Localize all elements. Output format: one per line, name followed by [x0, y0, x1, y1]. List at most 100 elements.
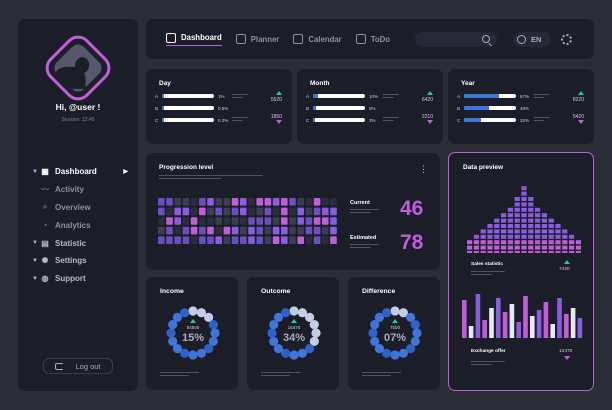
tab-label: Dashboard [181, 33, 222, 42]
eq-cell [514, 234, 520, 239]
eq-cell [521, 240, 527, 245]
settings-gear-icon[interactable] [561, 34, 572, 45]
grid-cell [231, 207, 239, 216]
eq-cell [521, 218, 527, 223]
sidebar-item-support[interactable]: ▼ ◍ Support [32, 270, 132, 288]
tab-planner[interactable]: Planner [235, 34, 279, 44]
eq-cell [514, 197, 520, 201]
search-input[interactable] [415, 32, 497, 47]
grid-cell [166, 217, 173, 225]
eq-cell [494, 229, 500, 234]
grid-cell [305, 226, 313, 235]
avatar[interactable] [39, 29, 117, 107]
sidebar-item-analytics[interactable]: ◔ Analytics [32, 216, 132, 234]
eq-cell [507, 207, 513, 212]
grid-cell [166, 226, 173, 235]
eq-cell [535, 234, 541, 239]
stat-row: A 10% [306, 92, 426, 100]
eq-cell [494, 234, 500, 239]
eq-cell [494, 251, 500, 253]
grid-cell [264, 226, 272, 235]
grid-cell [207, 198, 214, 206]
eq-cell [507, 213, 513, 218]
sidebar-item-overview[interactable]: ⌕ Overview [32, 199, 132, 217]
grid-cell [272, 226, 280, 235]
eq-cell [569, 234, 575, 239]
sidebar-nav: ▼ ▦ Dashboard ▶ 〰 Activity ⌕ Overview ◔ Analytics… [32, 163, 132, 288]
chevron-right-icon: ▶ [123, 169, 128, 176]
tab-todo[interactable]: ToDo [355, 34, 391, 44]
tab-dashboard[interactable]: Dashboard [166, 32, 222, 46]
sidebar-item-activity[interactable]: 〰 Activity [32, 181, 132, 199]
grid-cell [330, 226, 337, 235]
eq-cell [514, 218, 520, 223]
grid-cell [281, 207, 288, 216]
logout-button[interactable]: Log out [43, 358, 113, 374]
tab-label: ToDo [370, 34, 391, 44]
grid-cell [190, 207, 198, 216]
progress-bar [313, 94, 365, 98]
eq-cell [528, 207, 534, 212]
data-preview-card: Data preview Sales statistic 7420 ▬▬▬▬▬▬… [448, 152, 594, 391]
caret-icon: ▼ [32, 168, 38, 175]
eq-cell [548, 251, 554, 253]
eq-cell [528, 245, 534, 250]
more-icon[interactable]: ⋮ [419, 164, 428, 174]
grid-cell [272, 217, 280, 225]
current-value: 46 [400, 197, 424, 220]
row-percent: 48% [520, 105, 530, 111]
stat-row: C 32% [457, 116, 577, 124]
caret-icon: ▼ [32, 257, 38, 264]
donut-value: 84500 [186, 325, 200, 330]
eq-cell [514, 202, 520, 207]
gear-icon: ✺ [41, 256, 49, 266]
tab-calendar[interactable]: Calendar [293, 34, 342, 44]
row-label: B [306, 105, 310, 111]
sidebar-item-settings[interactable]: ▼ ✺ Settings [32, 252, 132, 270]
grid-cell [207, 236, 214, 244]
eq-cell [575, 245, 581, 250]
eq-cell [548, 229, 554, 234]
sidebar-item-label: Statistic [55, 238, 87, 248]
progression-card: Progression level ⋮ ▬▬▬▬▬▬▬▬▬▬▬▬▬▬▬▬▬▬▬▬… [146, 153, 440, 270]
caret-icon: ▼ [32, 240, 38, 247]
bar [509, 304, 515, 338]
eq-cell [575, 251, 581, 253]
equalizer-chart [467, 186, 581, 253]
eq-cell [528, 202, 534, 207]
top-bar: Dashboard Planner Calendar ToDo EN [146, 19, 594, 59]
search-icon: ⌕ [42, 202, 48, 212]
stat-row: B 48% [457, 104, 577, 112]
language-selector[interactable]: EN [513, 32, 551, 47]
language-label: EN [531, 35, 542, 44]
grid-cell [166, 198, 173, 206]
eq-cell [569, 251, 575, 253]
sidebar-item-statistic[interactable]: ▼ ▤ Statistic [32, 234, 132, 252]
progress-bar [313, 118, 365, 122]
eq-cell [480, 251, 486, 253]
eq-cell [541, 229, 547, 234]
row-label: B [457, 105, 461, 111]
grid-cell [256, 198, 263, 206]
eq-cell [535, 224, 541, 228]
grid-cell [289, 236, 296, 244]
bar [557, 298, 562, 338]
eq-cell [541, 213, 547, 218]
eq-cell [562, 234, 568, 239]
eq-cell [569, 240, 575, 245]
eq-cell [487, 251, 493, 253]
progress-bar [162, 94, 214, 98]
grid-cell [330, 217, 337, 225]
row-percent: 0.2% [218, 117, 229, 123]
eq-cell [507, 251, 513, 253]
grid-cell [190, 236, 198, 244]
sidebar-item-dashboard[interactable]: ▼ ▦ Dashboard ▶ [32, 163, 132, 181]
eq-cell [514, 240, 520, 245]
eq-cell [555, 229, 561, 234]
down-icon [427, 120, 433, 124]
bar [536, 310, 542, 338]
session-time: Session: 12:45 [61, 117, 95, 123]
row-label: B [155, 105, 159, 111]
progression-title: Progression level [159, 164, 214, 171]
eq-cell [541, 251, 547, 253]
